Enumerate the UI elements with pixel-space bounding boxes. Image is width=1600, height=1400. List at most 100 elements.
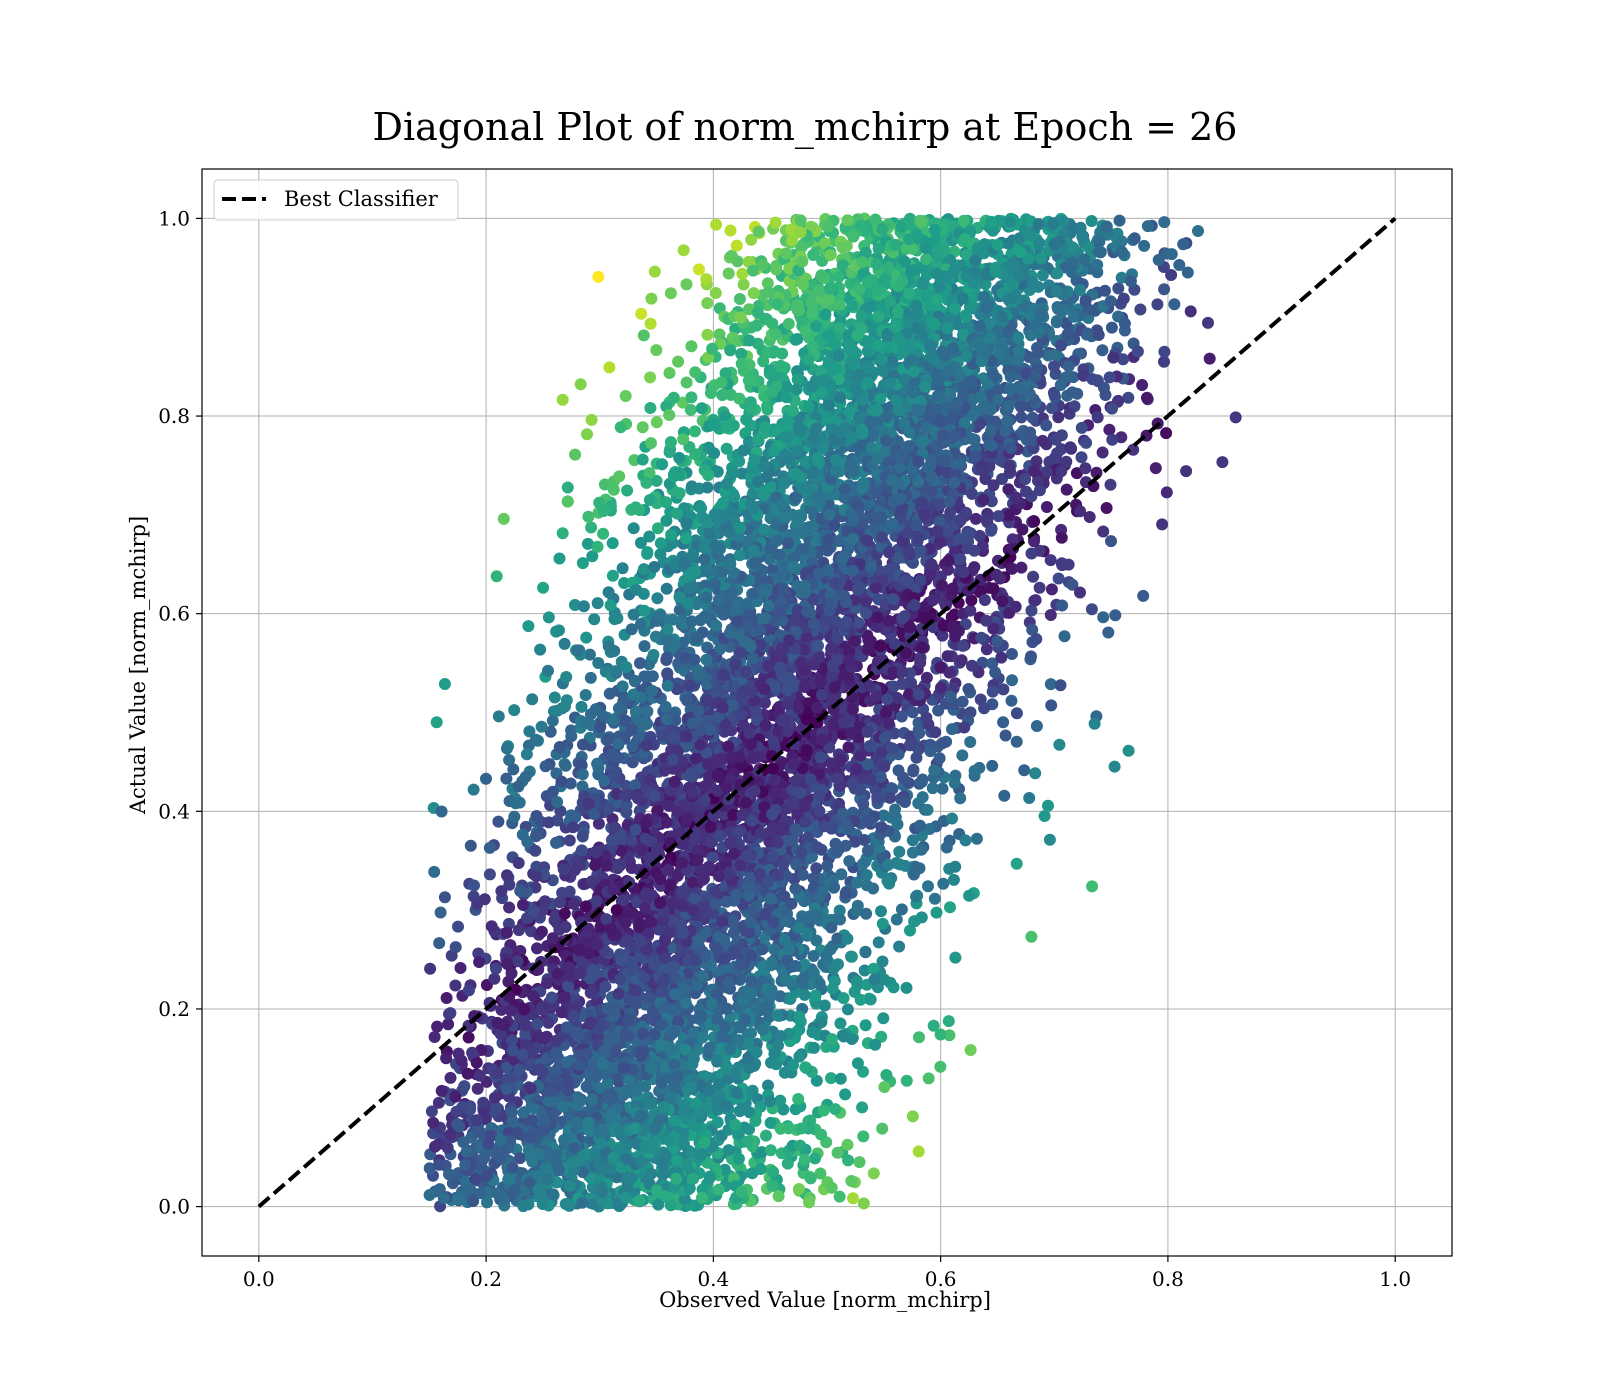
- scatter-point: [807, 249, 820, 261]
- scatter-point: [461, 1067, 474, 1080]
- scatter-point: [1018, 764, 1031, 777]
- scatter-point: [808, 1041, 820, 1054]
- scatter-point: [553, 741, 566, 753]
- scatter-point: [423, 1162, 436, 1175]
- scatter-point: [906, 1110, 919, 1123]
- scatter-point: [956, 749, 969, 762]
- scatter-point: [1025, 930, 1038, 943]
- scatter-point: [1058, 630, 1071, 643]
- scatter-point: [841, 1138, 854, 1151]
- scatter-point: [1113, 214, 1126, 227]
- scatter-point: [558, 637, 571, 650]
- scatter-point: [483, 868, 496, 881]
- scatter-point: [944, 506, 957, 519]
- scatter-point: [1036, 269, 1049, 282]
- scatter-point: [442, 1018, 455, 1031]
- scatter-point: [688, 425, 701, 438]
- scatter-point: [1053, 738, 1066, 751]
- scatter-point: [1122, 391, 1135, 404]
- scatter-point: [900, 1074, 913, 1087]
- scatter-point: [616, 680, 629, 693]
- scatter-point: [786, 234, 799, 247]
- chart-title: Diagonal Plot of norm_mchirp at Epoch = …: [373, 105, 1238, 150]
- scatter-point: [922, 1072, 935, 1085]
- scatter-point: [1086, 880, 1099, 893]
- scatter-point: [1137, 589, 1150, 602]
- scatter-point: [920, 671, 933, 684]
- scatter-point: [687, 548, 700, 560]
- scatter-point: [627, 522, 640, 535]
- scatter-point: [833, 1190, 846, 1203]
- scatter-point: [473, 956, 486, 968]
- scatter-point: [542, 611, 555, 624]
- scatter-point: [848, 985, 861, 998]
- scatter-point: [869, 1038, 882, 1051]
- scatter-point: [1104, 478, 1117, 491]
- scatter-point: [1042, 349, 1055, 362]
- scatter-point: [554, 805, 567, 818]
- scatter-point: [1105, 535, 1117, 548]
- scatter-point: [672, 355, 685, 368]
- scatter-point: [912, 1145, 925, 1158]
- scatter-point: [949, 951, 962, 964]
- scatter-point: [673, 451, 686, 464]
- scatter-point: [969, 512, 982, 525]
- scatter-point: [576, 557, 589, 570]
- scatter-point: [841, 1003, 854, 1016]
- scatter-point: [814, 1167, 827, 1180]
- scatter-point: [722, 267, 735, 280]
- scatter-point: [551, 796, 564, 808]
- scatter-point: [553, 552, 566, 565]
- scatter-point: [583, 648, 596, 661]
- scatter-point: [880, 1069, 893, 1081]
- scatter-point: [1158, 283, 1171, 296]
- scatter-point: [747, 287, 760, 300]
- scatter-point: [427, 1116, 440, 1129]
- scatter-point: [944, 901, 956, 914]
- scatter-point: [857, 1130, 870, 1143]
- scatter-point: [857, 1197, 870, 1210]
- scatter-point: [645, 1097, 658, 1110]
- scatter-point: [1080, 436, 1093, 449]
- scatter-point: [585, 521, 598, 534]
- scatter-point: [556, 527, 569, 540]
- scatter-point: [845, 950, 858, 963]
- scatter-point: [1203, 352, 1216, 365]
- scatter-point: [922, 880, 934, 893]
- scatter-point: [650, 344, 663, 357]
- scatter-point: [1045, 583, 1058, 596]
- scatter-point: [449, 979, 462, 992]
- scatter-point: [581, 428, 593, 441]
- scatter-point: [943, 666, 956, 679]
- scatter-point: [1184, 305, 1197, 318]
- scatter-point: [581, 537, 594, 550]
- scatter-point: [537, 581, 550, 594]
- scatter-point: [689, 366, 702, 379]
- scatter-point: [541, 977, 553, 990]
- scatter-point: [964, 604, 977, 617]
- scatter-point: [433, 937, 446, 950]
- scatter-point: [709, 287, 722, 299]
- scatter-point: [761, 403, 774, 416]
- scatter-point: [508, 704, 521, 717]
- scatter-point: [705, 387, 717, 399]
- scatter-point: [645, 292, 658, 305]
- scatter-point: [544, 725, 557, 738]
- scatter-point: [727, 914, 740, 927]
- scatter-point: [1085, 603, 1098, 616]
- scatter-point: [1088, 717, 1101, 730]
- scatter-point: [430, 716, 443, 729]
- scatter-point: [492, 815, 505, 828]
- scatter-point: [887, 981, 900, 994]
- scatter-point: [591, 540, 604, 553]
- scatter-point: [937, 877, 950, 890]
- scatter-point: [1112, 282, 1125, 295]
- scatter-point: [998, 789, 1011, 802]
- scatter-point: [1056, 599, 1069, 612]
- scatter-point: [563, 885, 576, 898]
- scatter-point: [1181, 266, 1194, 279]
- scatter-point: [936, 629, 949, 642]
- scatter-point: [876, 917, 889, 930]
- scatter-point: [810, 934, 823, 947]
